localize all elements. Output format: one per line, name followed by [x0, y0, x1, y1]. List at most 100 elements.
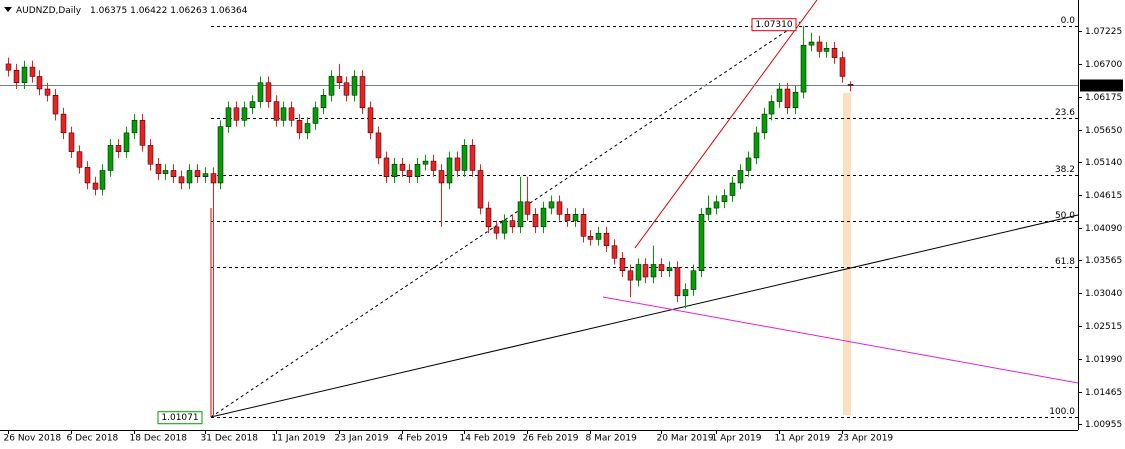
candle-body [178, 176, 185, 184]
y-tick-label: 1.05650 [1085, 126, 1122, 136]
current-price-label: 1.06364 [1083, 81, 1120, 91]
fib-high-label: 1.07310 [755, 20, 792, 30]
candle-body [847, 84, 854, 86]
candle-body [312, 107, 319, 124]
candle-body [217, 126, 224, 184]
candle-body [52, 95, 59, 115]
x-tick-label: 20 Mar 2019 [657, 434, 714, 444]
y-tick-label: 1.06175 [1085, 93, 1122, 103]
candle-body [823, 48, 830, 52]
candle-body [619, 257, 626, 271]
y-tick-label: 1.07225 [1085, 27, 1122, 37]
candle-body [399, 163, 406, 171]
candle-body [139, 120, 146, 146]
candle-body [336, 76, 343, 83]
candle-body [745, 157, 752, 171]
candle-body [808, 41, 815, 46]
quote-close: 1.06364 [210, 6, 247, 16]
candle-body [304, 123, 311, 134]
candle-body [658, 264, 665, 271]
x-tick-label: 31 Dec 2018 [201, 434, 259, 444]
menu-triangle[interactable] [4, 7, 12, 12]
dashed-trendline [210, 21, 801, 418]
candle-body [367, 107, 374, 134]
red-trendline [634, 0, 818, 249]
candle-body [477, 170, 484, 209]
candle-body [84, 167, 91, 184]
candle-body [92, 182, 99, 190]
fib-high-box [751, 18, 797, 32]
candle-body [233, 107, 240, 121]
candle-body [713, 201, 720, 209]
candle-body [627, 270, 634, 281]
quote-high: 1.06422 [130, 6, 167, 16]
candle-body [761, 113, 768, 134]
candle-body [320, 95, 327, 109]
candle-body [493, 226, 500, 234]
header: AUDNZD,Daily 1.06375 1.06422 1.06263 1.0… [16, 6, 248, 16]
candle-body [721, 195, 728, 203]
candle-body [705, 207, 712, 215]
candle-body [517, 201, 524, 228]
candle-body [753, 132, 760, 159]
candle-body [68, 132, 75, 152]
candle-body [328, 76, 335, 96]
candle-body [273, 101, 280, 121]
current-price-box [1080, 79, 1123, 92]
candle-body [210, 173, 217, 184]
candle-body [509, 220, 516, 228]
candle-body [469, 145, 476, 171]
x-tick-label: 14 Feb 2019 [460, 434, 516, 444]
candle-body [359, 76, 366, 109]
candle-body [564, 214, 571, 221]
fib-level-label: 23.6 [1055, 108, 1075, 118]
candle-body [147, 145, 154, 165]
fib-low-box [157, 411, 203, 425]
x-tick-label: 11 Apr 2019 [775, 434, 831, 444]
x-tick-label: 6 Dec 2018 [67, 434, 119, 444]
y-tick-label: 1.01465 [1085, 388, 1122, 398]
candle-body [729, 182, 736, 196]
y-tick-label: 1.03040 [1085, 289, 1122, 299]
candle-body [768, 101, 775, 115]
candle-body [548, 201, 555, 209]
candle-body [674, 267, 681, 297]
x-tick-label: 8 Mar 2019 [586, 434, 638, 444]
x-tick-label: 26 Nov 2018 [4, 434, 62, 444]
candle-body [280, 107, 287, 121]
candle-body [454, 157, 461, 171]
candle-body [524, 201, 531, 215]
candle-body [595, 232, 602, 240]
candle-body [29, 66, 36, 77]
candle-body [642, 264, 649, 278]
candle-body [288, 107, 295, 121]
candle-body [296, 120, 303, 134]
y-tick-label: 1.02515 [1085, 322, 1122, 332]
fib-level-label: 61.8 [1055, 257, 1075, 267]
candle-body [572, 214, 579, 221]
candle-body [556, 201, 563, 215]
highlight-rect [843, 93, 851, 415]
candle-body [461, 145, 468, 171]
candle-body [194, 170, 201, 177]
candle-body [5, 63, 12, 71]
magenta-trendline [602, 296, 1079, 384]
y-tick-label: 1.01990 [1085, 355, 1122, 365]
candle-body [249, 101, 256, 109]
symbol: AUDNZD,Daily [16, 6, 82, 16]
candle-body [21, 66, 28, 83]
candle-body [186, 170, 193, 184]
candle-body [383, 157, 390, 177]
candle-body [587, 236, 594, 240]
candle-body [375, 132, 382, 159]
candle-body [839, 57, 846, 77]
candle-body [13, 69, 20, 83]
candle-body [776, 88, 783, 102]
candle-body [265, 82, 272, 102]
candle-body [170, 170, 177, 177]
candle-body [155, 163, 162, 174]
candle-body [540, 207, 547, 228]
candle-body [44, 88, 51, 96]
x-tick-label: 1 Apr 2019 [712, 434, 762, 444]
